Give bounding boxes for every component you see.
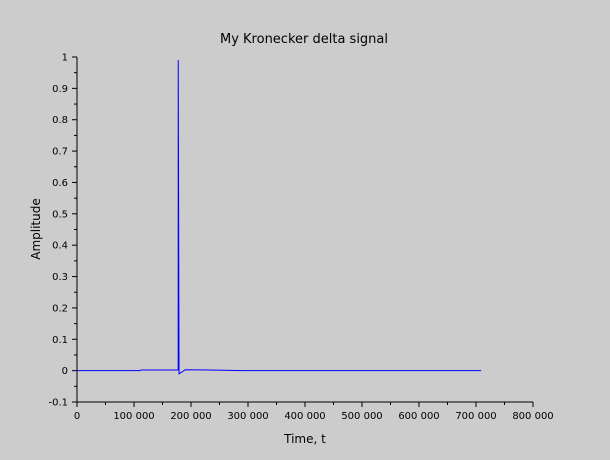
- x-tick-label: 500 000: [341, 411, 382, 422]
- y-tick-label: 0.2: [52, 303, 68, 314]
- x-tick-label: 100 000: [113, 411, 154, 422]
- series-group: [77, 60, 482, 375]
- series-line-0: [77, 60, 482, 375]
- y-tick-label: 0.3: [52, 272, 68, 283]
- x-tick-label: 0: [74, 411, 80, 422]
- y-tick-label: 1: [62, 53, 68, 64]
- x-tick-label: 200 000: [170, 411, 211, 422]
- y-axis-label: Amplitude: [29, 198, 43, 260]
- x-tick-label: 300 000: [227, 411, 268, 422]
- x-tick-label: 600 000: [398, 411, 439, 422]
- y-tick-label: 0.7: [52, 147, 68, 158]
- chart-title: My Kronecker delta signal: [220, 32, 388, 47]
- y-tick-label: 0.1: [52, 335, 68, 346]
- y-tick-label: 0.4: [52, 241, 68, 252]
- axes: 0 100 000 200 000 300 000 400 000 500 000 600 …: [48, 53, 553, 423]
- y-tick-label: 0.6: [52, 178, 68, 189]
- y-tick-label: 0.5: [52, 209, 68, 220]
- y-tick-label: 0: [62, 366, 68, 377]
- y-tick-label: 0.8: [52, 115, 68, 126]
- x-axis-label: Time, t: [283, 432, 326, 446]
- x-tick-label: 800 000: [512, 411, 553, 422]
- y-tick-label: -0.1: [48, 398, 68, 409]
- x-tick-label: 400 000: [284, 411, 325, 422]
- y-tick-label: 0.9: [52, 84, 68, 95]
- x-tick-label: 700 000: [455, 411, 496, 422]
